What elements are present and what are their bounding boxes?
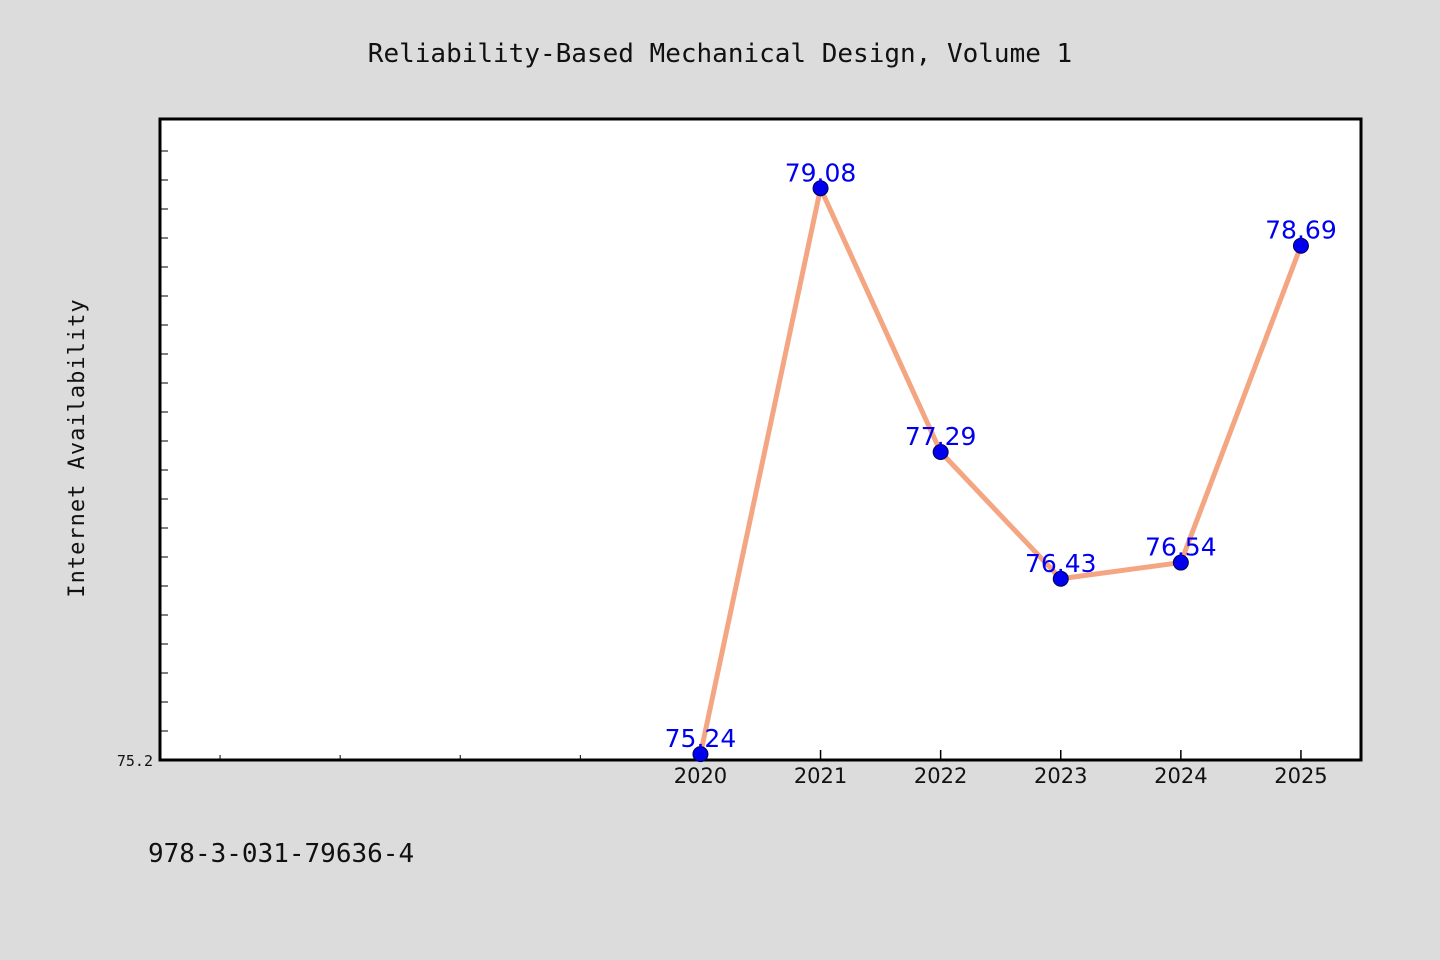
x-tick-label: 2025 [1274,764,1327,788]
chart-title: Reliability-Based Mechanical Design, Vol… [368,39,1072,69]
data-point [1052,570,1069,587]
plot-area [158,117,1363,762]
y-axis-label: Internet Availability [65,298,90,597]
x-tick-label: 2022 [914,764,967,788]
data-point [692,746,709,763]
x-tick-labels: 2020 2021 2022 2023 2024 2025 [674,764,1328,788]
data-label: 76.54 [1145,533,1217,562]
y-minor-ticks [160,150,168,732]
footer-isbn: 978-3-031-79636-4 [148,839,414,869]
data-label: 75.24 [665,724,737,753]
series-line [697,185,1304,757]
data-point [812,180,829,197]
series-line-group [697,185,1304,757]
data-point [1292,237,1309,254]
data-label: 77.29 [905,422,977,451]
data-label: 78.69 [1265,216,1337,245]
x-tick-label: 2021 [794,764,847,788]
data-label: 79.08 [785,158,857,187]
x-tick-label: 2020 [674,764,727,788]
data-point [1172,554,1189,571]
x-major-ticks [699,750,1302,760]
x-tick-label: 2024 [1154,764,1207,788]
x-tick-label: 2023 [1034,764,1087,788]
data-point [932,444,949,461]
data-labels: 75.24 79.08 77.29 76.43 76.54 78.69 [665,158,1337,753]
data-label: 76.43 [1025,549,1097,578]
data-markers [692,180,1309,763]
y-tick-label: 75.2 [117,752,153,770]
x-minor-ticks [219,755,581,760]
